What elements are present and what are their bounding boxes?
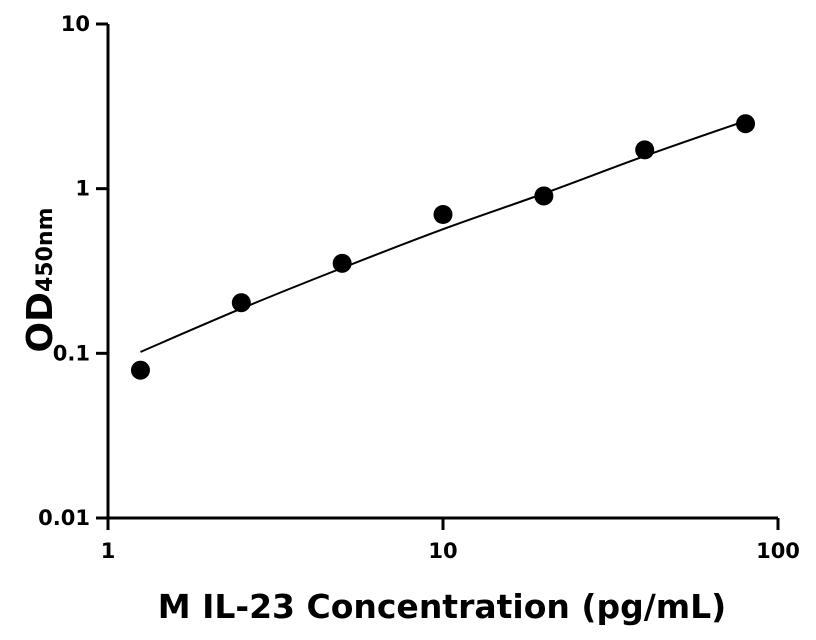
data-point bbox=[130, 360, 150, 380]
data-point bbox=[534, 186, 554, 206]
y-tick-label: 10 bbox=[61, 12, 90, 36]
fit-curve-line bbox=[140, 119, 746, 353]
data-point bbox=[231, 293, 251, 313]
x-tick-label: 10 bbox=[428, 539, 457, 563]
y-tick-label: 0.01 bbox=[38, 506, 90, 530]
data-point bbox=[433, 204, 453, 224]
data-point bbox=[736, 114, 756, 134]
y-tick-label: 1 bbox=[75, 177, 90, 201]
x-tick-label: 100 bbox=[756, 539, 800, 563]
data-points bbox=[130, 114, 756, 380]
y-tick-label: 0.1 bbox=[53, 341, 90, 365]
y-axis-title-subscript: 450nm bbox=[33, 207, 58, 292]
data-point bbox=[635, 140, 655, 160]
data-point bbox=[332, 253, 352, 273]
y-axis-title-main: OD bbox=[20, 292, 61, 353]
y-axis-title: OD450nm bbox=[20, 207, 61, 352]
axes bbox=[106, 24, 778, 520]
x-axis-ticks: 1 10 100 bbox=[101, 518, 800, 563]
y-axis-ticks: 0.01 0.1 1 10 bbox=[38, 12, 108, 530]
x-tick-label: 1 bbox=[101, 539, 116, 563]
x-axis-title: M IL-23 Concentration (pg/mL) bbox=[158, 587, 727, 626]
